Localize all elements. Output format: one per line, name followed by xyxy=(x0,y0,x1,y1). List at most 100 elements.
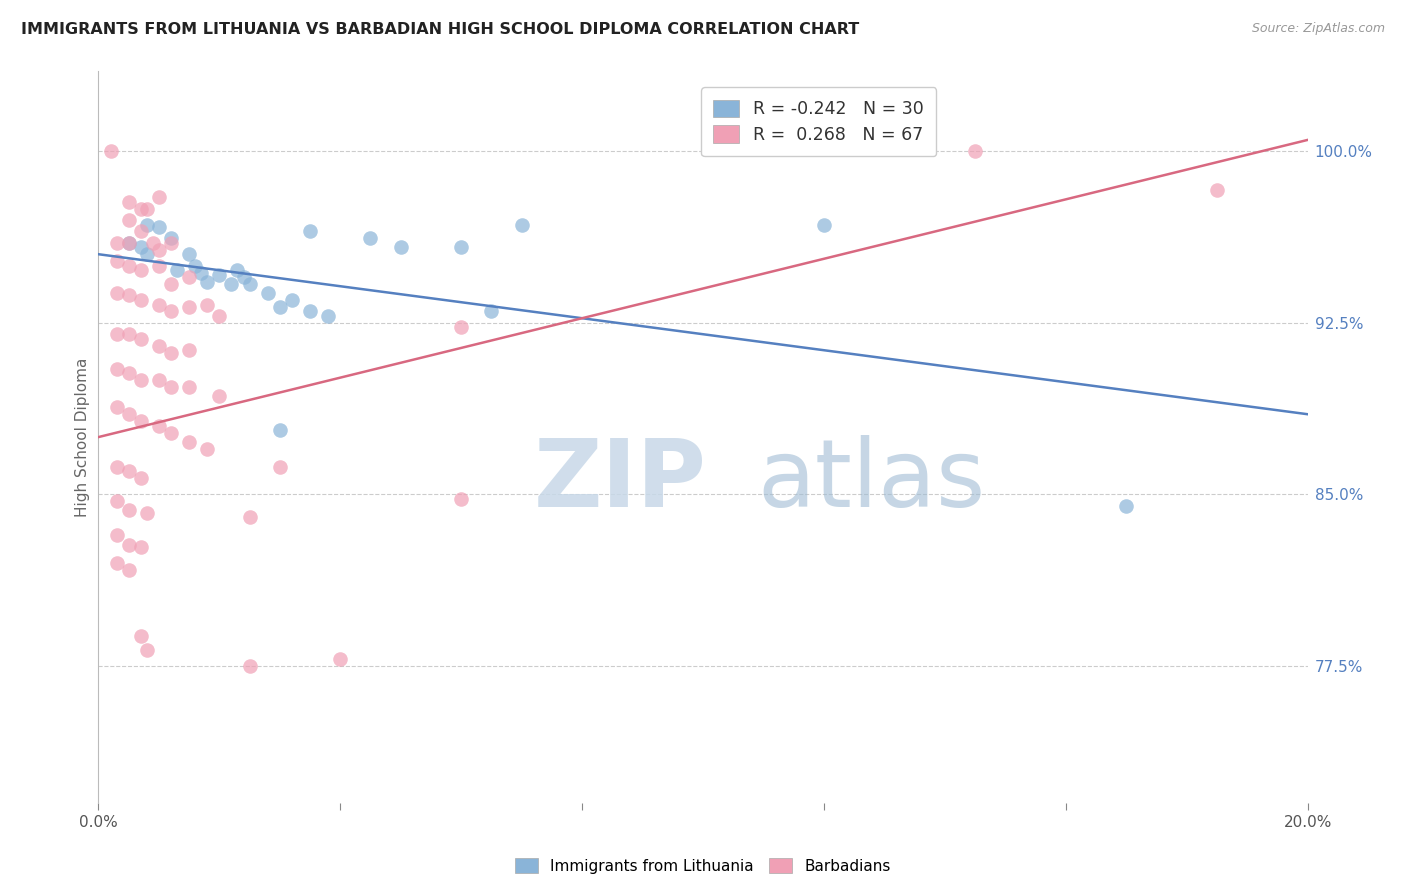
Point xyxy=(105,459,128,474)
Point xyxy=(129,332,152,346)
Point xyxy=(208,268,231,282)
Point xyxy=(179,300,201,314)
Point xyxy=(160,304,183,318)
Point xyxy=(450,491,472,506)
Point xyxy=(129,263,152,277)
Point xyxy=(105,528,128,542)
Point xyxy=(179,270,201,285)
Point xyxy=(105,361,128,376)
Point xyxy=(135,218,157,232)
Point xyxy=(135,506,157,520)
Point xyxy=(129,414,152,428)
Point xyxy=(118,537,141,551)
Point xyxy=(118,503,141,517)
Point xyxy=(389,240,412,254)
Point xyxy=(239,658,262,673)
Point xyxy=(118,235,141,250)
Point xyxy=(105,494,128,508)
Point xyxy=(105,327,128,342)
Point xyxy=(269,459,291,474)
Point xyxy=(160,235,183,250)
Point xyxy=(179,343,201,358)
Point xyxy=(142,235,165,250)
Point xyxy=(166,263,188,277)
Text: atlas: atlas xyxy=(758,435,986,527)
Point xyxy=(129,471,152,485)
Legend: R = -0.242   N = 30, R =  0.268   N = 67: R = -0.242 N = 30, R = 0.268 N = 67 xyxy=(702,87,936,156)
Point xyxy=(299,224,322,238)
Point xyxy=(208,389,231,403)
Point xyxy=(129,373,152,387)
Point xyxy=(208,309,231,323)
Point xyxy=(179,380,201,394)
Point xyxy=(148,373,170,387)
Point xyxy=(281,293,304,307)
Point xyxy=(118,464,141,478)
Point xyxy=(148,243,170,257)
Point xyxy=(813,218,835,232)
Point xyxy=(190,265,212,279)
Point xyxy=(221,277,243,291)
Point xyxy=(1206,183,1229,197)
Point xyxy=(160,380,183,394)
Point xyxy=(129,293,152,307)
Point xyxy=(135,642,157,657)
Point xyxy=(148,219,170,234)
Point xyxy=(118,288,141,302)
Point xyxy=(195,275,218,289)
Point xyxy=(256,286,278,301)
Point xyxy=(118,213,141,227)
Point xyxy=(105,401,128,415)
Point xyxy=(118,366,141,380)
Point xyxy=(184,259,207,273)
Point xyxy=(129,240,152,254)
Point xyxy=(118,407,141,421)
Point xyxy=(105,235,128,250)
Point xyxy=(160,345,183,359)
Point xyxy=(450,240,472,254)
Point xyxy=(195,442,218,456)
Point xyxy=(360,231,382,245)
Point xyxy=(160,231,183,245)
Point xyxy=(316,309,339,323)
Point xyxy=(105,556,128,570)
Point xyxy=(329,652,352,666)
Point xyxy=(129,202,152,216)
Point xyxy=(226,263,249,277)
Point xyxy=(965,145,987,159)
Point xyxy=(135,202,157,216)
Point xyxy=(129,629,152,643)
Point xyxy=(148,297,170,311)
Point xyxy=(148,418,170,433)
Point xyxy=(179,247,201,261)
Point xyxy=(118,194,141,209)
Point xyxy=(195,297,218,311)
Point xyxy=(239,510,262,524)
Text: Source: ZipAtlas.com: Source: ZipAtlas.com xyxy=(1251,22,1385,36)
Point xyxy=(239,277,262,291)
Point xyxy=(148,259,170,273)
Point xyxy=(118,563,141,577)
Point xyxy=(232,270,254,285)
Y-axis label: High School Diploma: High School Diploma xyxy=(75,358,90,516)
Point xyxy=(160,425,183,440)
Point xyxy=(100,145,122,159)
Point xyxy=(1115,499,1137,513)
Point xyxy=(481,304,503,318)
Point xyxy=(129,540,152,554)
Point xyxy=(269,423,291,437)
Point xyxy=(160,277,183,291)
Point xyxy=(148,338,170,352)
Point xyxy=(179,434,201,449)
Point xyxy=(148,190,170,204)
Point xyxy=(129,224,152,238)
Point xyxy=(269,300,291,314)
Point xyxy=(299,304,322,318)
Point xyxy=(118,235,141,250)
Point xyxy=(105,286,128,301)
Point xyxy=(118,327,141,342)
Legend: Immigrants from Lithuania, Barbadians: Immigrants from Lithuania, Barbadians xyxy=(509,852,897,880)
Point xyxy=(450,320,472,334)
Point xyxy=(135,247,157,261)
Text: ZIP: ZIP xyxy=(534,435,707,527)
